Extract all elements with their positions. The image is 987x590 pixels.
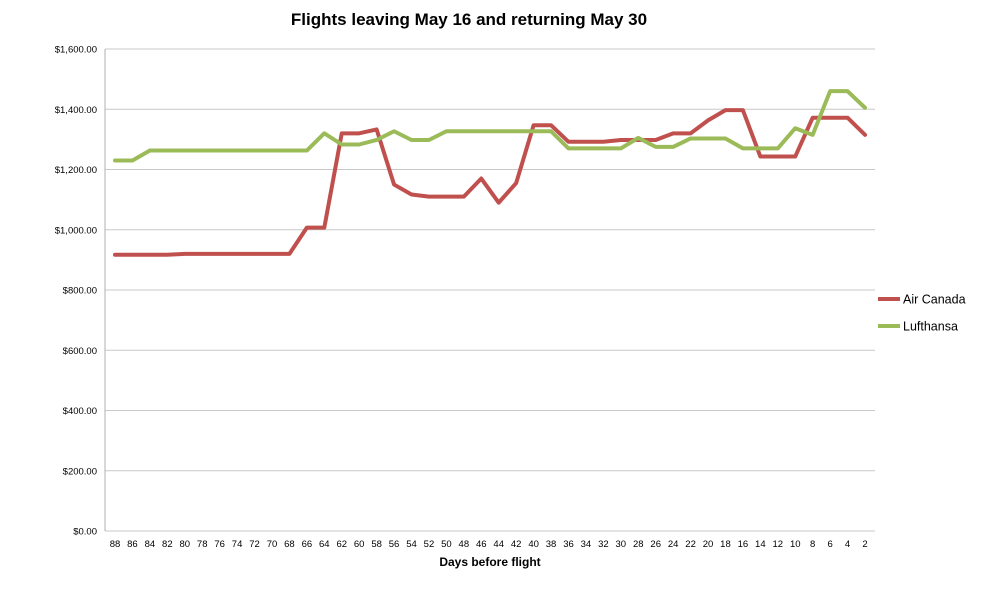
y-tick-label: $600.00 [63, 346, 97, 357]
x-tick-label: 60 [354, 539, 365, 550]
x-tick-label: 78 [197, 539, 208, 550]
x-tick-label: 24 [668, 539, 679, 550]
x-tick-label: 80 [179, 539, 190, 550]
x-tick-label: 28 [633, 539, 644, 550]
x-tick-label: 70 [267, 539, 278, 550]
x-tick-label: 32 [598, 539, 609, 550]
x-tick-label: 58 [371, 539, 382, 550]
x-tick-label: 54 [406, 539, 417, 550]
x-tick-label: 52 [424, 539, 435, 550]
x-tick-label: 56 [389, 539, 400, 550]
y-tick-label: $800.00 [63, 286, 97, 297]
x-tick-label: 4 [845, 539, 850, 550]
y-tick-label: $1,200.00 [55, 165, 97, 176]
x-tick-label: 12 [773, 539, 784, 550]
x-axis-tick-labels: 88 86 84 82 80 78 76 74 72 70 68 66 64 62 60 58 56 54 52 50… [110, 539, 868, 550]
x-tick-label: 22 [685, 539, 696, 550]
y-tick-label: $1,000.00 [55, 225, 97, 236]
x-tick-label: 8 [810, 539, 815, 550]
series-line-lufthansa [113, 89, 867, 163]
x-tick-label: 16 [738, 539, 749, 550]
x-tick-label: 6 [827, 539, 832, 550]
x-tick-label: 64 [319, 539, 330, 550]
x-tick-label: 40 [528, 539, 539, 550]
y-axis-tick-labels: $0.00 $200.00 $400.00 $600.00 $800.00 $1,000.… [55, 45, 97, 538]
x-tick-label: 50 [441, 539, 452, 550]
x-tick-label: 82 [162, 539, 173, 550]
x-tick-label: 18 [720, 539, 731, 550]
y-tick-label: $1,400.00 [55, 105, 97, 116]
y-tick-label: $400.00 [63, 406, 97, 417]
x-axis-label: Days before flight [439, 555, 540, 569]
x-tick-label: 74 [232, 539, 243, 550]
x-tick-label: 30 [616, 539, 627, 550]
x-tick-label: 46 [476, 539, 487, 550]
y-tick-label: $0.00 [73, 527, 97, 538]
x-tick-label: 2 [862, 539, 867, 550]
x-tick-label: 72 [249, 539, 260, 550]
x-tick-label: 66 [302, 539, 313, 550]
y-tick-label: $200.00 [63, 466, 97, 477]
x-tick-label: 36 [563, 539, 574, 550]
chart-title: Flights leaving May 16 and returning May… [291, 10, 647, 29]
x-tick-label: 26 [650, 539, 661, 550]
x-tick-label: 42 [511, 539, 522, 550]
y-tick-label: $1,600.00 [55, 45, 97, 56]
x-tick-label: 34 [581, 539, 592, 550]
x-tick-label: 84 [145, 539, 156, 550]
x-tick-label: 44 [493, 539, 504, 550]
x-tick-label: 62 [336, 539, 347, 550]
x-tick-label: 76 [214, 539, 225, 550]
x-tick-label: 10 [790, 539, 801, 550]
x-tick-label: 20 [703, 539, 714, 550]
x-tick-label: 14 [755, 539, 766, 550]
series-lines [113, 89, 867, 257]
x-tick-label: 86 [127, 539, 138, 550]
legend-label: Air Canada [903, 293, 966, 307]
x-tick-label: 88 [110, 539, 121, 550]
legend: Air Canada Lufthansa [878, 293, 966, 334]
series-line-air-canada [113, 108, 867, 257]
gridlines [104, 48, 875, 532]
x-tick-label: 48 [459, 539, 470, 550]
x-tick-label: 68 [284, 539, 295, 550]
legend-label: Lufthansa [903, 320, 958, 334]
x-tick-label: 38 [546, 539, 557, 550]
